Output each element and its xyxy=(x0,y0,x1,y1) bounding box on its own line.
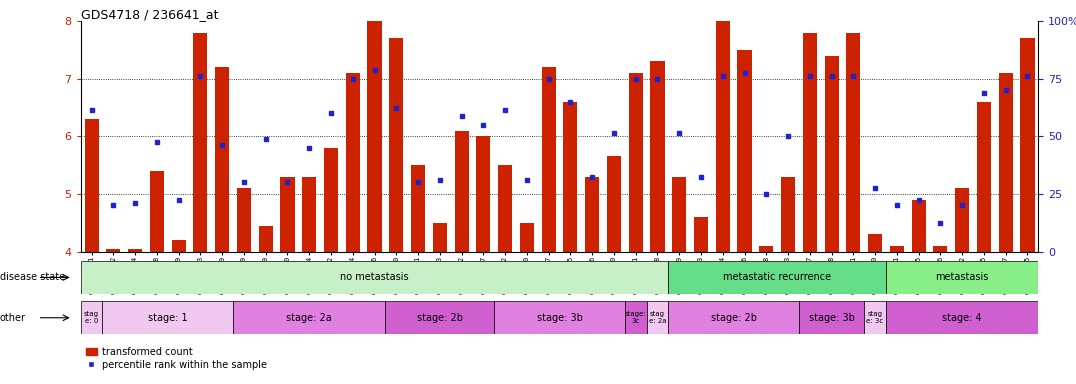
Bar xyxy=(454,131,469,252)
Legend: transformed count, percentile rank within the sample: transformed count, percentile rank withi… xyxy=(86,347,267,369)
Bar xyxy=(128,249,142,252)
Text: stage: 1: stage: 1 xyxy=(147,313,187,323)
Bar xyxy=(215,67,229,252)
Bar xyxy=(886,301,1038,334)
Bar xyxy=(324,148,338,252)
Bar xyxy=(607,157,621,252)
Text: disease state: disease state xyxy=(0,272,66,283)
Text: stage: 4: stage: 4 xyxy=(943,313,982,323)
Bar xyxy=(694,217,708,252)
Text: stage: 2a: stage: 2a xyxy=(286,313,332,323)
Bar xyxy=(933,246,948,252)
Bar xyxy=(390,38,404,252)
Text: stage: 3b: stage: 3b xyxy=(809,313,854,323)
Bar xyxy=(625,301,647,334)
Bar xyxy=(541,67,555,252)
Bar xyxy=(385,301,494,334)
Text: stage: 3b: stage: 3b xyxy=(537,313,582,323)
Bar xyxy=(890,246,904,252)
Bar xyxy=(107,249,121,252)
Bar xyxy=(760,246,774,252)
Bar xyxy=(302,177,316,252)
Bar xyxy=(737,50,752,252)
Text: GDS4718 / 236641_at: GDS4718 / 236641_at xyxy=(81,8,218,21)
Text: other: other xyxy=(0,313,26,323)
Bar xyxy=(233,301,385,334)
Bar xyxy=(668,301,798,334)
Text: stag
e: 0: stag e: 0 xyxy=(84,311,99,324)
Bar xyxy=(498,165,512,252)
Bar xyxy=(345,73,359,252)
Bar xyxy=(194,33,208,252)
Bar xyxy=(955,188,969,252)
Bar xyxy=(716,21,730,252)
Text: stag
e: 3c: stag e: 3c xyxy=(866,311,883,324)
Text: stag
e: 2a: stag e: 2a xyxy=(649,311,666,324)
Bar xyxy=(102,301,233,334)
Bar xyxy=(781,177,795,252)
Bar xyxy=(647,301,668,334)
Bar xyxy=(886,261,1038,294)
Text: stage: 2b: stage: 2b xyxy=(416,313,463,323)
Bar xyxy=(846,33,861,252)
Text: stage:
3c: stage: 3c xyxy=(625,311,647,324)
Bar xyxy=(564,102,578,252)
Bar xyxy=(477,136,491,252)
Bar xyxy=(237,188,251,252)
Bar xyxy=(1020,38,1034,252)
Bar xyxy=(977,102,991,252)
Bar xyxy=(868,234,882,252)
Text: no metastasis: no metastasis xyxy=(340,272,409,283)
Text: metastasis: metastasis xyxy=(935,272,989,283)
Bar xyxy=(585,177,599,252)
Bar xyxy=(628,73,642,252)
Bar xyxy=(520,223,534,252)
Bar xyxy=(433,223,447,252)
Bar xyxy=(171,240,186,252)
Bar xyxy=(150,171,164,252)
Bar xyxy=(258,226,273,252)
Bar xyxy=(864,301,886,334)
Bar xyxy=(494,301,625,334)
Bar xyxy=(650,61,665,252)
Bar xyxy=(668,261,886,294)
Bar xyxy=(281,177,295,252)
Bar xyxy=(803,33,817,252)
Text: metastatic recurrence: metastatic recurrence xyxy=(723,272,832,283)
Bar xyxy=(798,301,864,334)
Bar xyxy=(999,73,1013,252)
Bar xyxy=(81,301,102,334)
Bar xyxy=(824,56,838,252)
Bar xyxy=(411,165,425,252)
Bar xyxy=(911,200,925,252)
Bar xyxy=(81,261,668,294)
Bar xyxy=(672,177,686,252)
Text: stage: 2b: stage: 2b xyxy=(710,313,756,323)
Bar xyxy=(367,21,382,252)
Bar xyxy=(85,119,99,252)
